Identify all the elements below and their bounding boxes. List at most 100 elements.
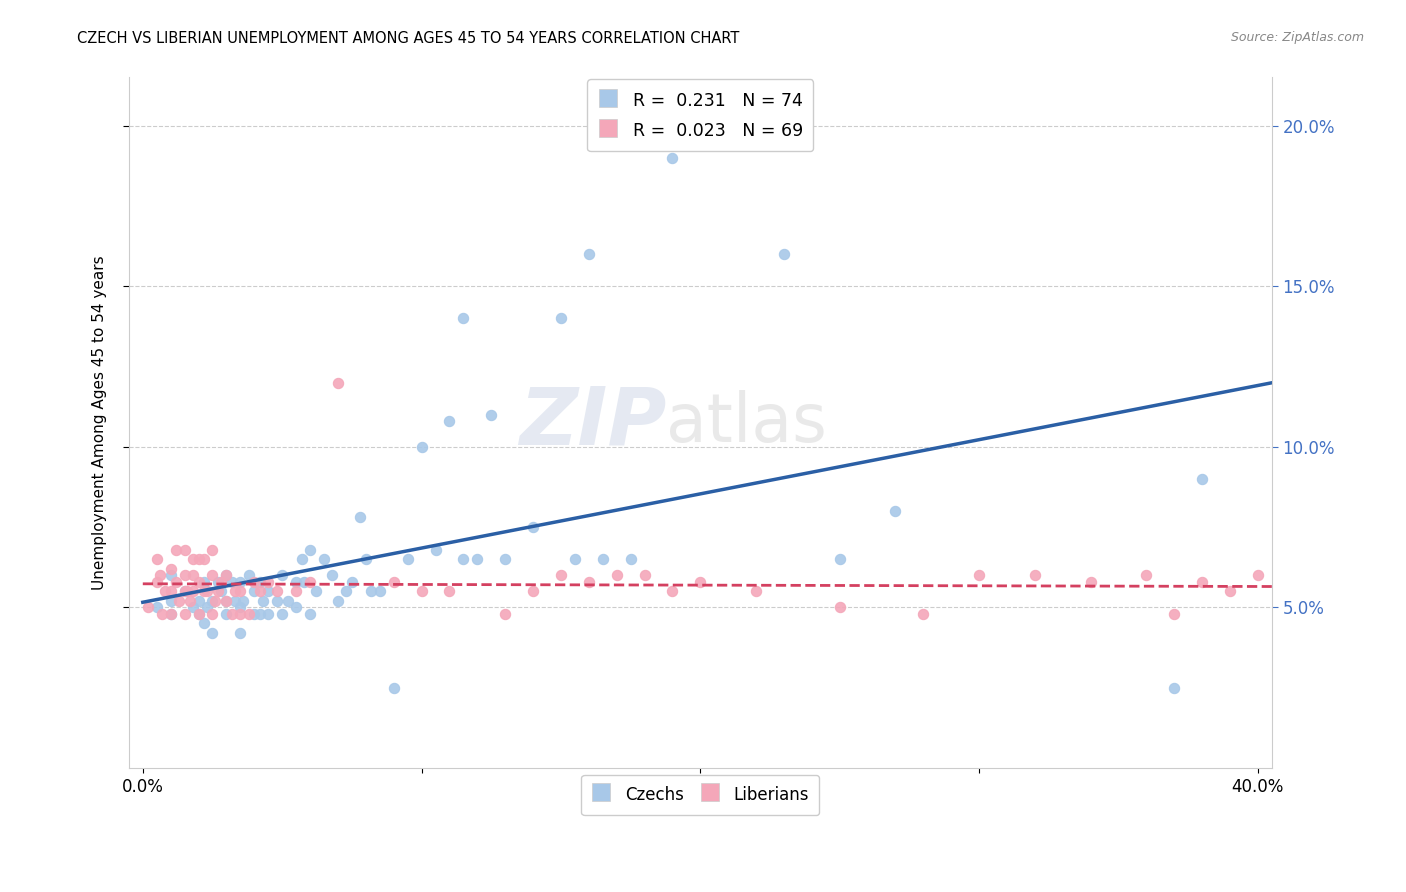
Point <box>368 584 391 599</box>
Text: CZECH VS LIBERIAN UNEMPLOYMENT AMONG AGES 45 TO 54 YEARS CORRELATION CHART: CZECH VS LIBERIAN UNEMPLOYMENT AMONG AGE… <box>77 31 740 46</box>
Point <box>145 574 167 589</box>
Point <box>238 568 260 582</box>
Point <box>354 552 377 566</box>
Point <box>187 594 209 608</box>
Point <box>277 594 299 608</box>
Point <box>173 584 195 599</box>
Point <box>176 584 198 599</box>
Point <box>578 247 600 261</box>
Point <box>550 311 572 326</box>
Point <box>661 151 683 165</box>
Text: ZIP: ZIP <box>519 384 666 462</box>
Point <box>148 568 170 582</box>
Point <box>179 594 201 608</box>
Point <box>1247 568 1270 582</box>
Point <box>271 568 294 582</box>
Point <box>453 311 475 326</box>
Point <box>360 584 382 599</box>
Text: atlas: atlas <box>666 390 827 456</box>
Point <box>215 594 238 608</box>
Point <box>266 584 288 599</box>
Point <box>224 584 246 599</box>
Point <box>828 552 851 566</box>
Point <box>215 568 238 582</box>
Point <box>193 616 215 631</box>
Point <box>411 584 433 599</box>
Point <box>257 574 280 589</box>
Point <box>550 568 572 582</box>
Point <box>238 607 260 621</box>
Point <box>207 574 229 589</box>
Point <box>257 584 280 599</box>
Point <box>201 607 224 621</box>
Point <box>661 584 683 599</box>
Point <box>1191 472 1213 486</box>
Point <box>321 568 343 582</box>
Point <box>201 626 224 640</box>
Point <box>193 552 215 566</box>
Point <box>173 584 195 599</box>
Point <box>285 584 308 599</box>
Point <box>745 584 768 599</box>
Point <box>252 594 274 608</box>
Point <box>312 552 335 566</box>
Point <box>229 607 252 621</box>
Point <box>291 552 314 566</box>
Point <box>620 552 643 566</box>
Y-axis label: Unemployment Among Ages 45 to 54 years: Unemployment Among Ages 45 to 54 years <box>93 255 107 590</box>
Point <box>229 574 252 589</box>
Point <box>606 568 628 582</box>
Point <box>193 574 215 589</box>
Point <box>187 574 209 589</box>
Text: Source: ZipAtlas.com: Source: ZipAtlas.com <box>1230 31 1364 45</box>
Point <box>195 600 218 615</box>
Point <box>215 568 238 582</box>
Point <box>159 607 181 621</box>
Point <box>249 584 271 599</box>
Point <box>884 504 907 518</box>
Point <box>243 574 266 589</box>
Point <box>165 574 187 589</box>
Point <box>453 552 475 566</box>
Point <box>326 594 349 608</box>
Point <box>232 594 254 608</box>
Point <box>411 440 433 454</box>
Point <box>326 376 349 390</box>
Point <box>181 552 204 566</box>
Point <box>522 520 544 534</box>
Point <box>173 542 195 557</box>
Point <box>201 542 224 557</box>
Point <box>382 681 405 695</box>
Point <box>145 552 167 566</box>
Point <box>257 607 280 621</box>
Point <box>304 584 326 599</box>
Point <box>335 584 357 599</box>
Point <box>204 594 226 608</box>
Point <box>187 607 209 621</box>
Point <box>187 607 209 621</box>
Point <box>249 574 271 589</box>
Point <box>209 584 232 599</box>
Point <box>578 574 600 589</box>
Point <box>165 542 187 557</box>
Point <box>494 552 516 566</box>
Point <box>340 574 363 589</box>
Point <box>181 600 204 615</box>
Point <box>633 568 655 582</box>
Point <box>215 594 238 608</box>
Point <box>201 568 224 582</box>
Point <box>209 574 232 589</box>
Point <box>285 574 308 589</box>
Point <box>1219 584 1241 599</box>
Point <box>159 584 181 599</box>
Point <box>773 247 796 261</box>
Point <box>173 607 195 621</box>
Point <box>224 594 246 608</box>
Point <box>349 510 371 524</box>
Point <box>243 584 266 599</box>
Point <box>564 552 586 566</box>
Point <box>1163 681 1185 695</box>
Point <box>249 607 271 621</box>
Point <box>299 607 322 621</box>
Point <box>494 607 516 621</box>
